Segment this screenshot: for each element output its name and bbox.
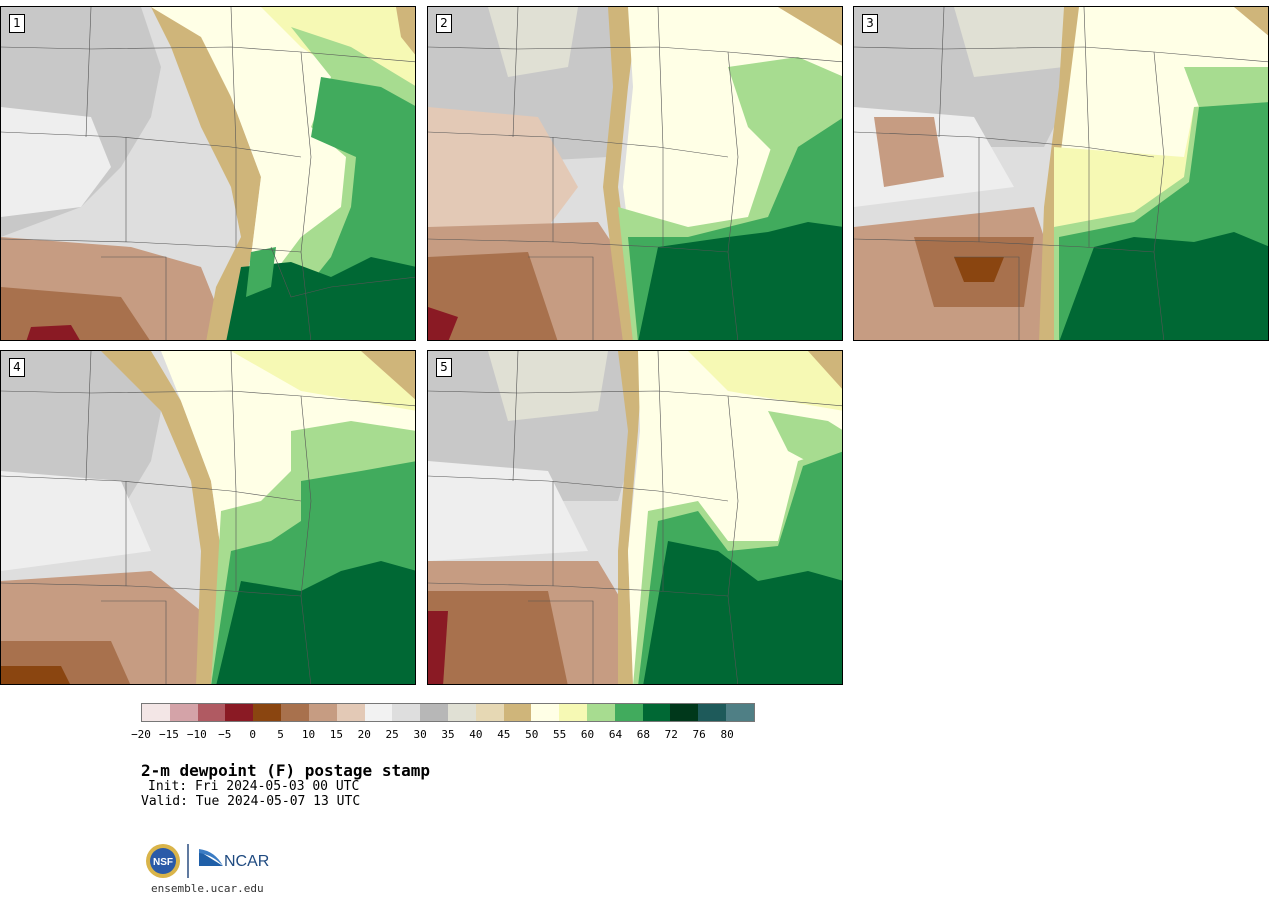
colorbar-swatch <box>642 704 671 721</box>
colorbar-tick-label: −20 <box>131 728 151 741</box>
panel-label: 1 <box>9 14 25 33</box>
colorbar-swatch <box>364 704 393 721</box>
colorbar-tick-label: 25 <box>385 728 399 741</box>
colorbar-tick-label: 50 <box>525 728 539 741</box>
site-url[interactable]: ensemble.ucar.edu <box>151 882 264 895</box>
panel-label: 5 <box>436 358 452 377</box>
colorbar-tick-label: 55 <box>553 728 567 741</box>
colorbar-swatch <box>698 704 727 721</box>
colorbar-swatch <box>225 704 254 721</box>
ncar-logo-icon: NCAR <box>199 849 269 870</box>
colorbar-swatch <box>447 704 476 721</box>
dewpoint-map-5 <box>428 351 842 684</box>
colorbar-ticks: −20 −15 −10 −5 0 5 10 15 20 25 30 35 40 45 50 55 60 64 68 7… <box>131 728 755 742</box>
colorbar-swatch <box>587 704 615 721</box>
colorbar-tick-label: −10 <box>186 728 207 741</box>
init-time: Init: Fri 2024-05-03 00 UTC <box>148 779 360 794</box>
colorbar-tick-label: 40 <box>469 728 483 741</box>
panel-label: 4 <box>9 358 25 377</box>
stamp-panel-4[interactable]: 4 <box>0 350 416 685</box>
colorbar-swatch <box>253 704 282 721</box>
ncar-logo-text: NCAR <box>224 853 269 870</box>
colorbar-swatch <box>531 704 560 721</box>
colorbar-tick-label: 30 <box>413 728 427 741</box>
colorbar-swatch <box>475 704 504 721</box>
stamp-panel-3[interactable]: 3 <box>853 6 1269 341</box>
colorbar-tick-label: 0 <box>249 728 256 741</box>
colorbar-tick-label: 20 <box>357 728 371 741</box>
colorbar-tick-label: −5 <box>218 728 232 741</box>
dewpoint-map-4 <box>1 351 415 684</box>
colorbar-tick-label: 45 <box>497 728 511 741</box>
nsf-logo-text: NSF <box>153 857 173 868</box>
colorbar-swatch <box>559 704 587 721</box>
colorbar-tick-label: −15 <box>158 728 179 741</box>
colorbar-swatch <box>503 704 532 721</box>
colorbar-swatch <box>169 704 198 721</box>
dewpoint-map-1 <box>1 7 415 340</box>
page-title: 2-m dewpoint (F) postage stamp <box>141 761 430 780</box>
colorbar-tick-label: 5 <box>277 728 284 741</box>
colorbar-swatch <box>281 704 309 721</box>
nsf-logo-icon: NSF <box>146 844 180 878</box>
stamp-panel-5[interactable]: 5 <box>427 350 843 685</box>
colorbar-swatch <box>670 704 699 721</box>
valid-time: Valid: Tue 2024-05-07 13 UTC <box>141 794 361 809</box>
logos: NSF NCAR <box>146 844 269 878</box>
colorbar-tick-label: 15 <box>329 728 343 741</box>
colorbar-tick-label: 72 <box>664 728 678 741</box>
colorbar-swatch <box>336 704 365 721</box>
colorbar-swatch <box>197 704 226 721</box>
dewpoint-colorbar <box>141 703 755 722</box>
colorbar-swatch <box>726 704 754 721</box>
dewpoint-map-3 <box>854 7 1268 340</box>
colorbar-tick-label: 76 <box>692 728 706 741</box>
colorbar-swatch <box>614 704 643 721</box>
colorbar-tick-label: 35 <box>441 728 455 741</box>
colorbar-swatch <box>142 704 170 721</box>
colorbar-tick-label: 64 <box>608 728 623 741</box>
colorbar-tick-label: 68 <box>636 728 650 741</box>
stamp-panel-1[interactable]: 1 <box>0 6 416 341</box>
colorbar-tick-label: 80 <box>720 728 734 741</box>
colorbar-swatch <box>420 704 448 721</box>
colorbar-swatch <box>392 704 421 721</box>
colorbar-tick-label: 10 <box>301 728 316 741</box>
panel-label: 3 <box>862 14 878 33</box>
stamp-panel-2[interactable]: 2 <box>427 6 843 341</box>
colorbar-swatch <box>308 704 337 721</box>
panel-label: 2 <box>436 14 452 33</box>
colorbar-tick-label: 60 <box>580 728 595 741</box>
dewpoint-map-2 <box>428 7 842 340</box>
